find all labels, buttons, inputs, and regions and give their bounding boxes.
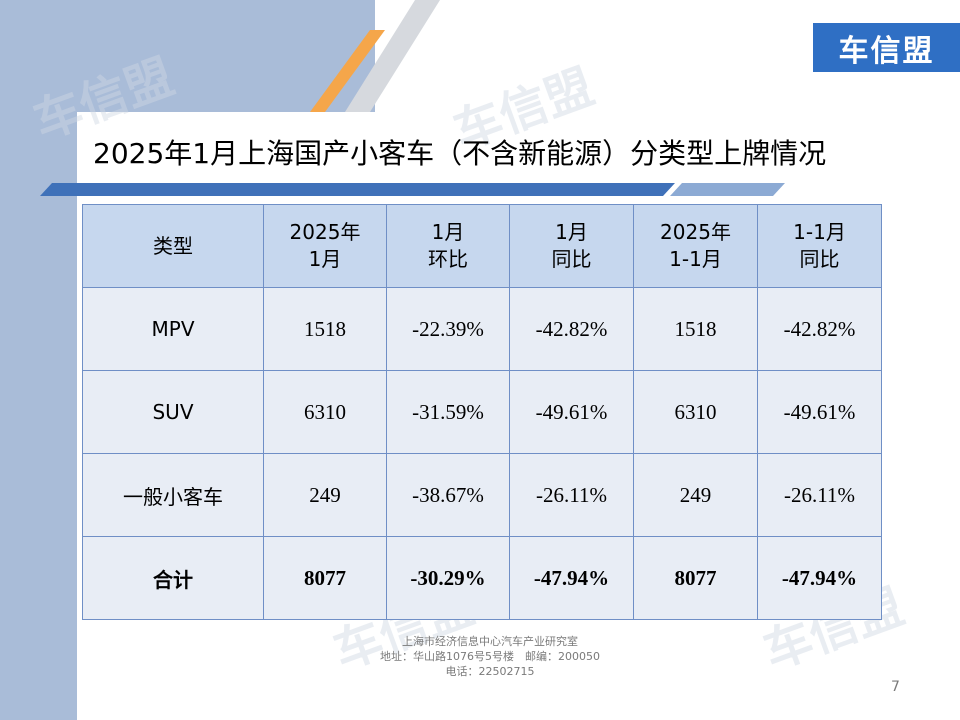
top-decor-band (0, 0, 375, 112)
table-row: SUV 6310 -31.59% -49.61% 6310 -49.61% (82, 370, 882, 454)
table-cell: 8077 (263, 536, 387, 620)
footer-contact: 上海市经济信息中心汽车产业研究室 地址：华山路1076号5号楼 邮编：20005… (300, 634, 680, 679)
table-cell: 1518 (633, 287, 758, 371)
table-cell: 一般小客车 (82, 453, 264, 537)
header-month-value: 2025年 1月 (263, 204, 387, 288)
table-cell: -26.11% (509, 453, 634, 537)
table-row: MPV 1518 -22.39% -42.82% 1518 -42.82% (82, 287, 882, 371)
table-cell: -47.94% (757, 536, 882, 620)
table-cell: -30.29% (386, 536, 510, 620)
table-cell: 249 (263, 453, 387, 537)
table-header-row: 类型 2025年 1月 1月 环比 1月 同比 2025年 1-1月 1-1月 同比 (82, 204, 882, 288)
table-cell: -31.59% (386, 370, 510, 454)
left-decor-band (0, 0, 77, 720)
table-cell: MPV (82, 287, 264, 371)
header-mom: 1月 环比 (386, 204, 510, 288)
page-number: 7 (891, 679, 900, 695)
header-ytd-value: 2025年 1-1月 (633, 204, 758, 288)
table-cell: -38.67% (386, 453, 510, 537)
table-cell: 8077 (633, 536, 758, 620)
title-underline-dark (40, 183, 675, 196)
table-cell: -47.94% (509, 536, 634, 620)
table-cell: 249 (633, 453, 758, 537)
header-ytd-yoy: 1-1月 同比 (757, 204, 882, 288)
registration-table: 类型 2025年 1月 1月 环比 1月 同比 2025年 1-1月 1-1月 同比 MP… (82, 204, 882, 620)
footer-phone: 电话：22502715 (445, 665, 535, 678)
footer-org: 上海市经济信息中心汽车产业研究室 (402, 635, 578, 648)
table-cell: -26.11% (757, 453, 882, 537)
table-cell: 1518 (263, 287, 387, 371)
table-cell: -42.82% (757, 287, 882, 371)
header-yoy: 1月 同比 (509, 204, 634, 288)
table-row: 一般小客车 249 -38.67% -26.11% 249 -26.11% (82, 453, 882, 537)
table-cell: -22.39% (386, 287, 510, 371)
table-cell: 合计 (82, 536, 264, 620)
table-cell: -49.61% (509, 370, 634, 454)
table-cell: 6310 (633, 370, 758, 454)
brand-logo: 车信盟 (813, 23, 960, 72)
title-underline-light (670, 183, 785, 196)
header-type: 类型 (82, 204, 264, 288)
table-cell: 6310 (263, 370, 387, 454)
footer-address: 地址：华山路1076号5号楼 邮编：200050 (380, 650, 600, 663)
table-row-total: 合计 8077 -30.29% -47.94% 8077 -47.94% (82, 536, 882, 620)
slide-title: 2025年1月上海国产小客车（不含新能源）分类型上牌情况 (93, 137, 827, 170)
table-cell: SUV (82, 370, 264, 454)
table-cell: -49.61% (757, 370, 882, 454)
table-cell: -42.82% (509, 287, 634, 371)
